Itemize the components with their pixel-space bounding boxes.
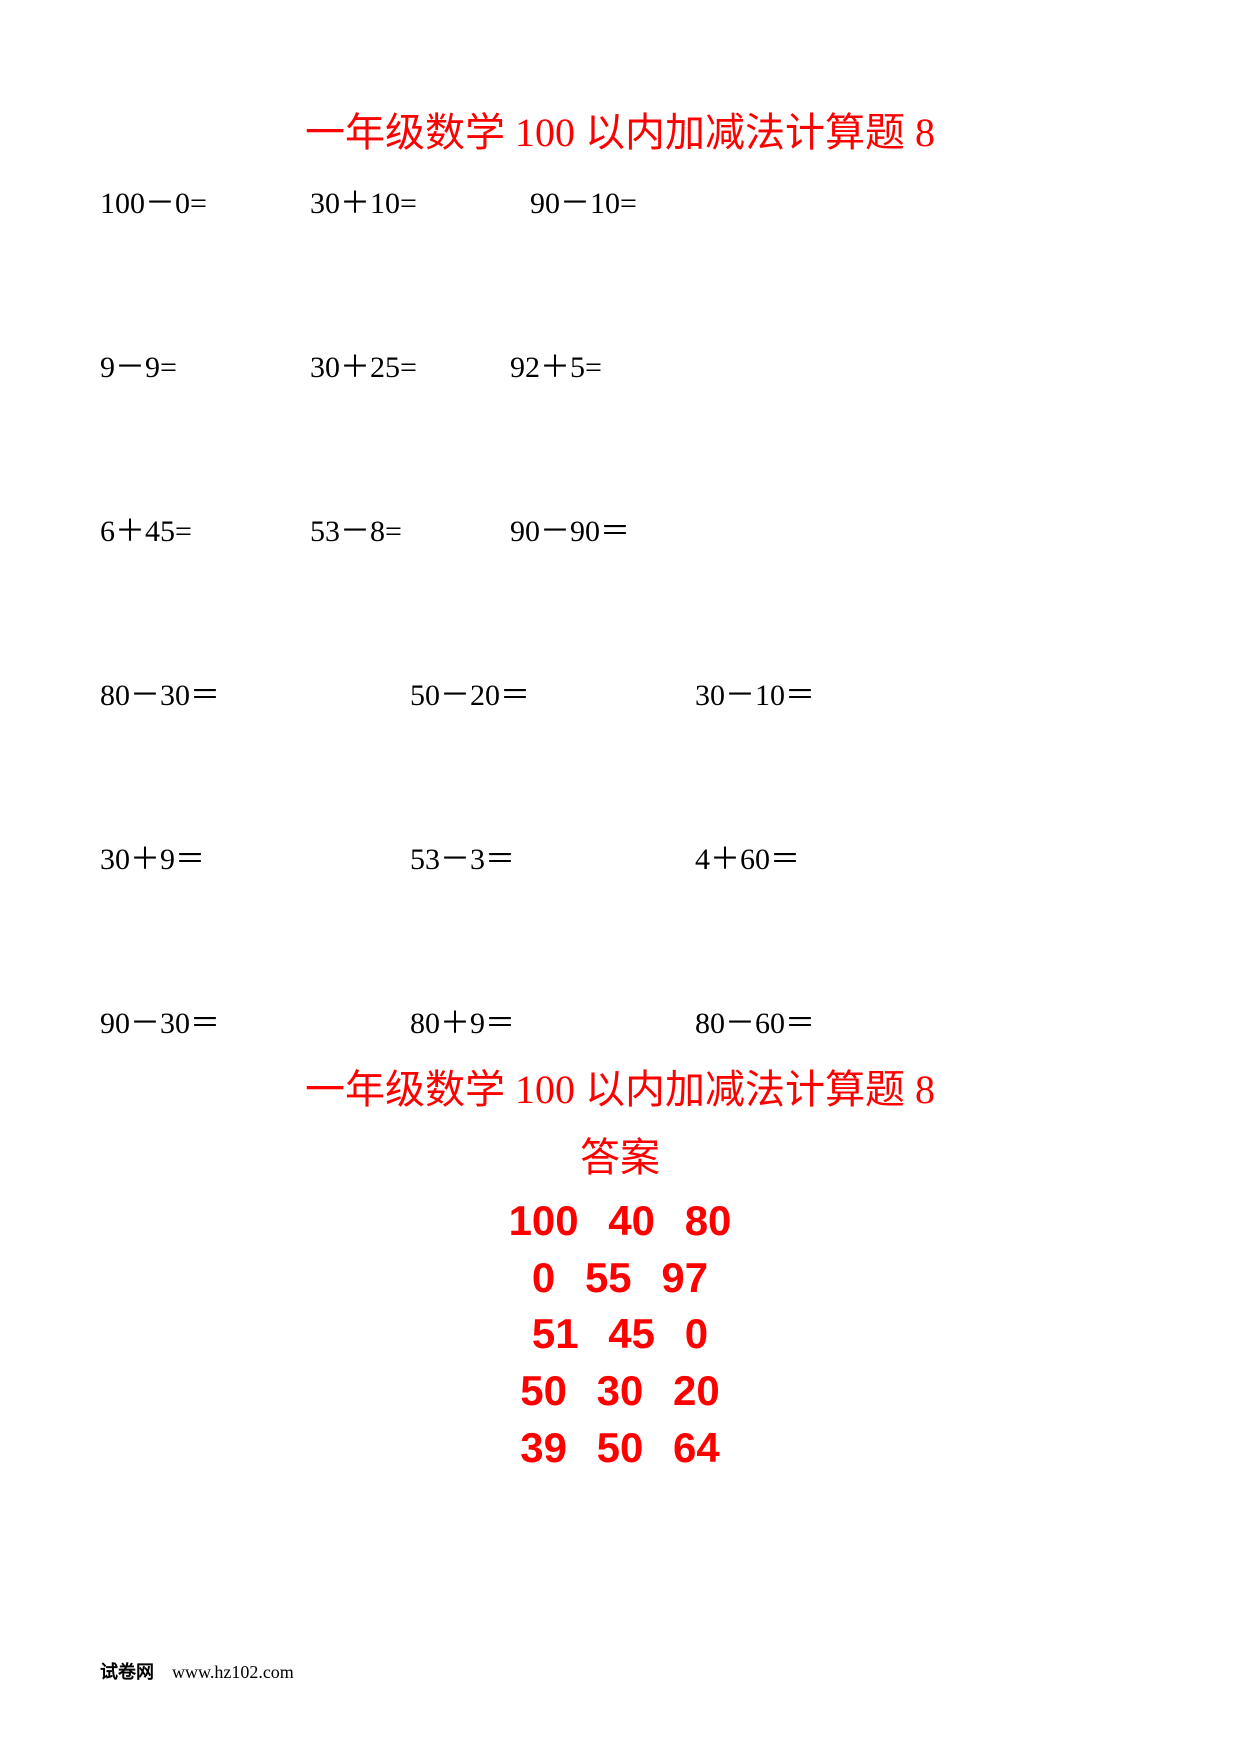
problem-row: 9－9= 30＋25= 92＋5=: [100, 342, 1140, 386]
answer-title: 一年级数学 100 以内加减法计算题 8: [100, 1057, 1140, 1115]
problem: 30＋10=: [310, 178, 530, 222]
problem: 53－8=: [310, 506, 510, 550]
problem: 4＋60＝: [695, 834, 895, 878]
answer-row: 51 45 0: [100, 1306, 1140, 1363]
problem: 80－30＝: [100, 670, 410, 714]
problem: 90－30＝: [100, 998, 410, 1042]
problem: 80＋9＝: [410, 998, 695, 1042]
answer-row: 100 40 80: [100, 1193, 1140, 1250]
answer-row: 39 50 64: [100, 1420, 1140, 1477]
problem-row: 80－30＝ 50－20＝ 30－10＝: [100, 670, 1140, 714]
answer-subtitle: 答案: [100, 1125, 1140, 1183]
problem: 53－3＝: [410, 834, 695, 878]
problem: 100－0=: [100, 178, 310, 222]
footer-label: 试卷网: [100, 1662, 154, 1682]
footer-url: www.hz102.com: [172, 1662, 294, 1682]
worksheet-title: 一年级数学 100 以内加减法计算题 8: [100, 100, 1140, 158]
problem: 92＋5=: [510, 342, 710, 386]
problem: 90－90＝: [510, 506, 710, 550]
problem: 30＋25=: [310, 342, 510, 386]
problem: 30－10＝: [695, 670, 895, 714]
answer-row: 0 55 97: [100, 1250, 1140, 1307]
problem: 9－9=: [100, 342, 310, 386]
problem: 30＋9＝: [100, 834, 410, 878]
problem: 90－10=: [530, 178, 730, 222]
answer-row: 50 30 20: [100, 1363, 1140, 1420]
problem: 6＋45=: [100, 506, 310, 550]
problem-row: 100－0= 30＋10= 90－10=: [100, 178, 1140, 222]
problem-row: 30＋9＝ 53－3＝ 4＋60＝: [100, 834, 1140, 878]
problem: 50－20＝: [410, 670, 695, 714]
footer: 试卷网 www.hz102.com: [100, 1658, 294, 1684]
problem-row: 90－30＝ 80＋9＝ 80－60＝: [100, 998, 1140, 1042]
problem-row: 6＋45= 53－8= 90－90＝: [100, 506, 1140, 550]
problem: 80－60＝: [695, 998, 895, 1042]
